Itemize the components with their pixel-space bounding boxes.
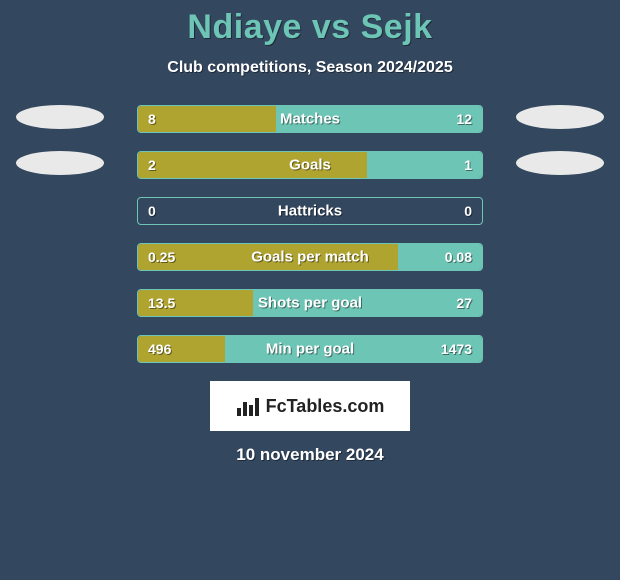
stat-right-value: 27 — [456, 295, 472, 311]
stat-row: Min per goal 496 1473 — [137, 335, 483, 363]
stat-left-value: 0 — [148, 203, 156, 219]
logo-box[interactable]: FcTables.com — [210, 381, 410, 431]
stat-label: Goals per match — [251, 249, 369, 266]
stat-left-value: 2 — [148, 157, 156, 173]
stat-left-value: 496 — [148, 341, 171, 357]
avatar — [16, 151, 104, 175]
comparison-card: Ndiaye vs Sejk Club competitions, Season… — [0, 0, 620, 465]
bar-fill-left — [138, 106, 276, 132]
stat-bars: Matches 8 12 Goals 2 1 Hattricks 0 0 Goals per ma… — [137, 105, 483, 363]
avatar — [16, 105, 104, 129]
stat-right-value: 1 — [464, 157, 472, 173]
stat-label: Min per goal — [266, 341, 354, 358]
stat-left-value: 0.25 — [148, 249, 175, 265]
avatar — [516, 151, 604, 175]
avatar — [516, 105, 604, 129]
subtitle: Club competitions, Season 2024/2025 — [0, 59, 620, 77]
stat-left-value: 8 — [148, 111, 156, 127]
stat-label: Hattricks — [278, 203, 342, 220]
avatars-right — [516, 105, 604, 175]
stat-right-value: 0 — [464, 203, 472, 219]
logo-text: FcTables.com — [266, 396, 385, 417]
stat-label: Goals — [289, 157, 331, 174]
bars-icon — [236, 396, 260, 416]
page-title: Ndiaye vs Sejk — [0, 8, 620, 47]
chart-area: Matches 8 12 Goals 2 1 Hattricks 0 0 Goals per ma… — [0, 105, 620, 363]
stat-row: Goals per match 0.25 0.08 — [137, 243, 483, 271]
date-text: 10 november 2024 — [0, 445, 620, 465]
bar-fill-left — [138, 152, 367, 178]
stat-row: Matches 8 12 — [137, 105, 483, 133]
stat-right-value: 12 — [456, 111, 472, 127]
stat-right-value: 0.08 — [445, 249, 472, 265]
stat-left-value: 13.5 — [148, 295, 175, 311]
stat-row: Shots per goal 13.5 27 — [137, 289, 483, 317]
avatars-left — [16, 105, 104, 175]
stat-row: Hattricks 0 0 — [137, 197, 483, 225]
stat-label: Matches — [280, 111, 340, 128]
stat-row: Goals 2 1 — [137, 151, 483, 179]
stat-right-value: 1473 — [441, 341, 472, 357]
stat-label: Shots per goal — [258, 295, 362, 312]
